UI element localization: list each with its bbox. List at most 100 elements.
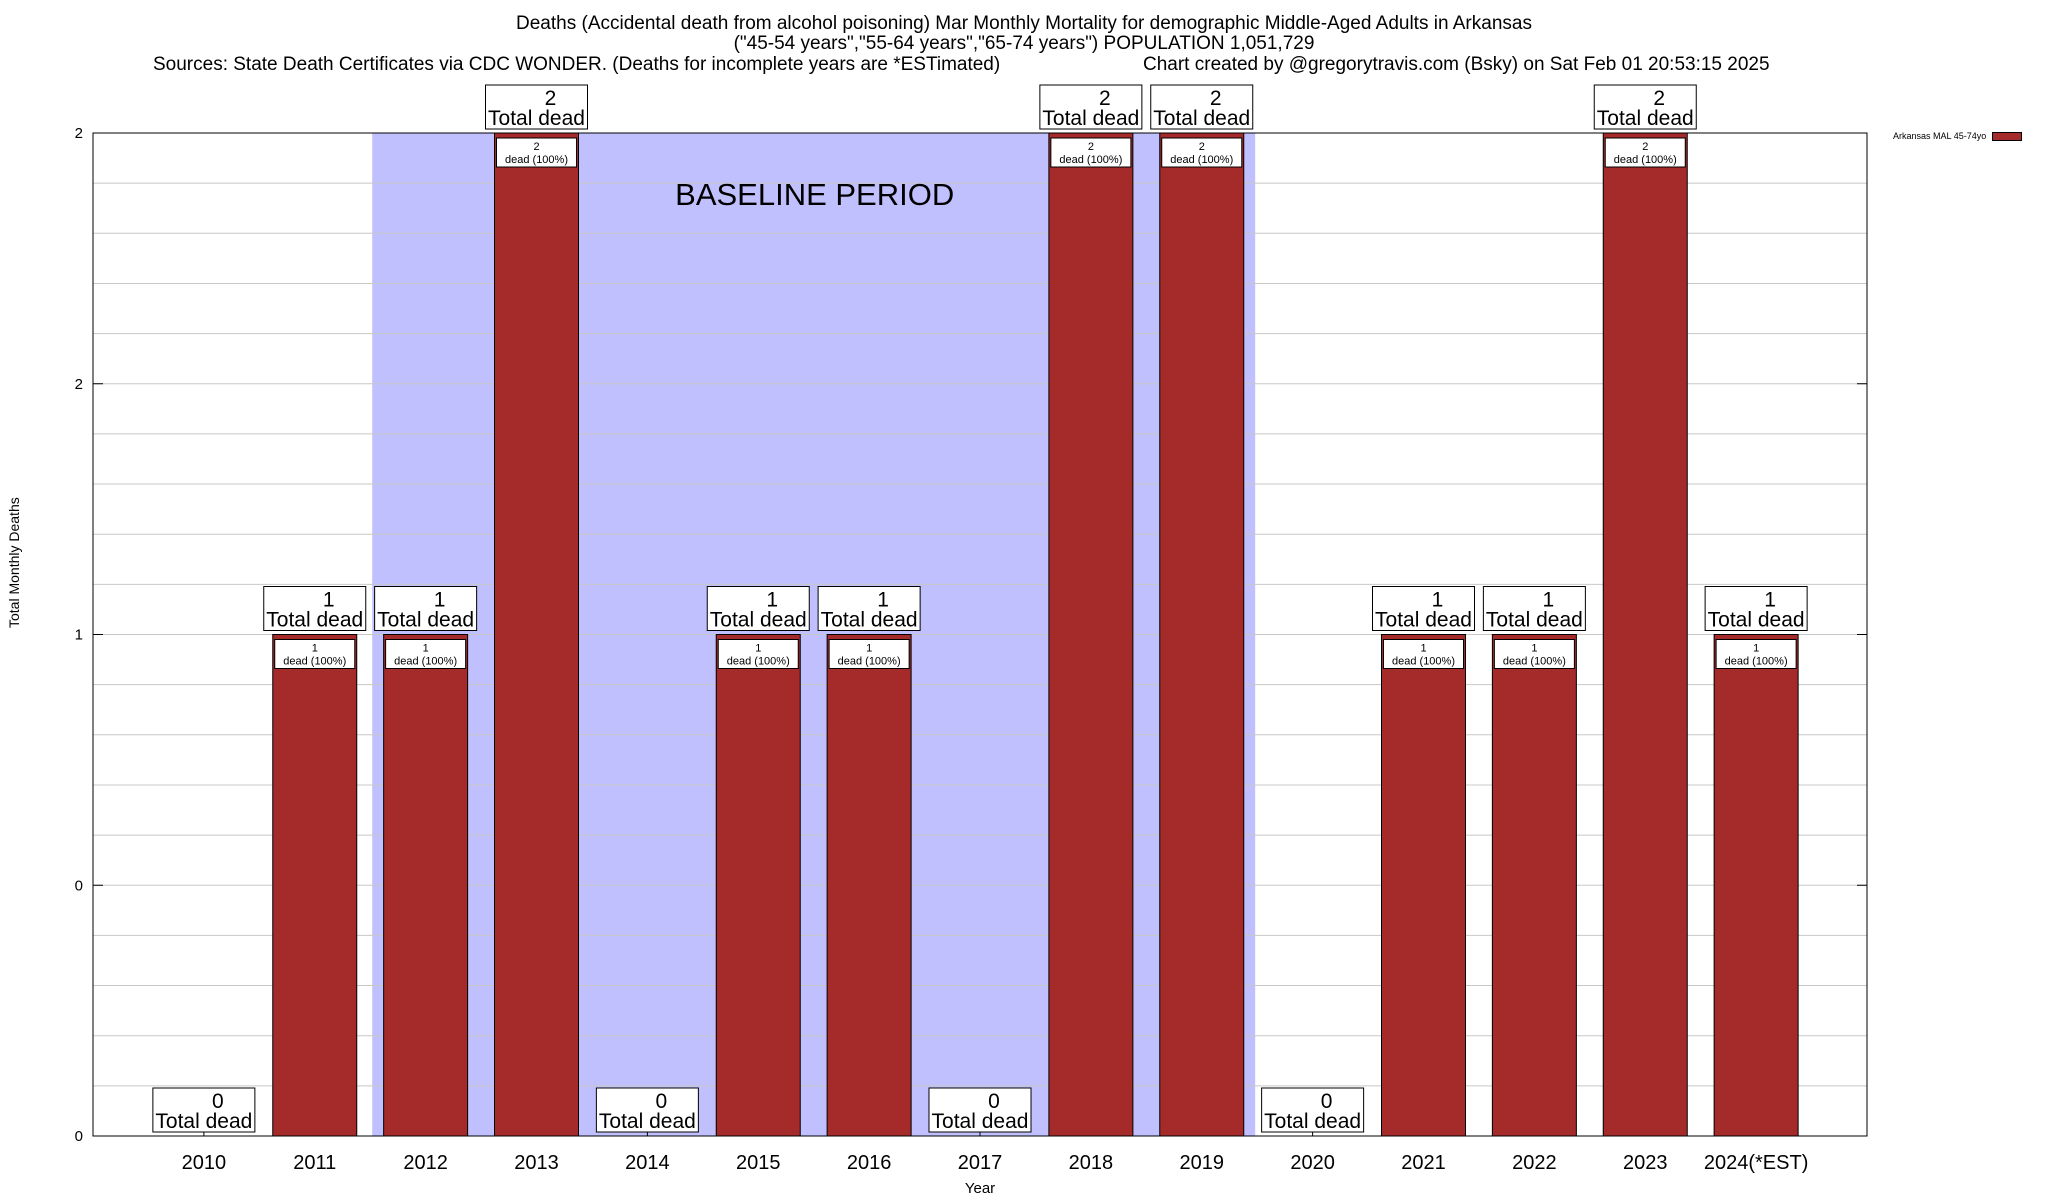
bar-inner-label: dead (100%) [838, 656, 901, 668]
total-value: 0 [212, 1090, 224, 1113]
bar [1159, 132, 1245, 1137]
y-tick-label: 0 [75, 1128, 83, 1145]
bar-inner-value: 2 [1199, 141, 1205, 153]
total-label: Total dead [599, 1110, 696, 1133]
x-tick-label: 2014 [625, 1152, 670, 1174]
total-value: 2 [1653, 87, 1665, 110]
total-label-box [152, 1087, 256, 1133]
bar [826, 634, 912, 1137]
x-tick-label: 2016 [847, 1152, 892, 1174]
bar-inner-label-box [1715, 639, 1797, 669]
total-label: Total dead [1597, 107, 1694, 130]
total-label-box [263, 586, 367, 631]
total-value: 2 [545, 87, 557, 110]
bar-inner-value: 1 [1420, 643, 1426, 655]
bar-inner-value: 1 [1753, 643, 1759, 655]
total-label: Total dead [1153, 107, 1250, 130]
bar-inner-value: 2 [1088, 141, 1094, 153]
x-tick-label: 2022 [1512, 1152, 1557, 1174]
bar-inner-label-box [385, 639, 467, 669]
total-label-box [817, 586, 921, 631]
total-label: Total dead [266, 609, 363, 632]
bar-inner-label-box [1050, 137, 1132, 168]
x-tick-label: 2011 [293, 1152, 336, 1174]
total-label: Total dead [932, 1110, 1029, 1133]
x-tick-label: 2010 [182, 1152, 227, 1174]
total-label: Total dead [1708, 609, 1805, 632]
x-tick-label: 2024(*EST) [1704, 1152, 1809, 1174]
total-value: 1 [877, 589, 889, 612]
total-label: Total dead [377, 609, 474, 632]
bar [383, 634, 469, 1137]
y-tick-label: 2 [75, 125, 83, 142]
y-tick-label: 1 [75, 627, 83, 644]
legend: Arkansas MAL 45-74yo [1893, 131, 2023, 141]
bar-inner-label-box [1493, 639, 1575, 669]
x-tick-label: 2017 [958, 1152, 1003, 1174]
bar [1491, 634, 1577, 1137]
bar [1381, 634, 1466, 1137]
chart-title-line1: Deaths (Accidental death from alcohol po… [516, 13, 1532, 34]
chart-credit: Chart created by @gregorytravis.com (Bsk… [1143, 54, 1770, 75]
bar-inner-value: 1 [423, 643, 429, 655]
y-tick-label: 0 [75, 877, 83, 894]
total-label-box [595, 1087, 699, 1133]
total-value: 0 [988, 1090, 1000, 1113]
total-label: Total dead [821, 609, 918, 632]
bar-inner-label-box [1604, 137, 1686, 168]
bar-inner-label-box [717, 639, 799, 669]
total-value: 2 [1099, 87, 1111, 110]
total-label-box [706, 586, 810, 631]
bar-inner-value: 2 [533, 141, 539, 153]
total-label-box [485, 84, 588, 130]
bar-inner-value: 1 [755, 643, 761, 655]
total-label: Total dead [1042, 107, 1139, 130]
x-tick-label: 2018 [1069, 1152, 1114, 1174]
bar-inner-label-box [274, 639, 356, 669]
y-axis-label: Total Monthly Deaths [6, 497, 22, 628]
chart-title-line2: ("45-54 years","55-64 years","65-74 year… [733, 33, 1315, 54]
total-value: 1 [766, 589, 778, 612]
bar-inner-label: dead (100%) [1503, 656, 1566, 668]
total-label-box [1593, 84, 1697, 130]
total-value: 1 [1764, 589, 1776, 612]
bar [1713, 634, 1799, 1137]
total-label: Total dead [1264, 1110, 1361, 1133]
bar [715, 634, 801, 1137]
bar-inner-label: dead (100%) [1059, 154, 1122, 166]
total-value: 1 [323, 589, 335, 612]
x-tick-label: 2012 [403, 1152, 448, 1174]
bar-inner-label: dead (100%) [505, 154, 568, 166]
bar-inner-value: 2 [1642, 141, 1648, 153]
x-tick-label: 2013 [514, 1152, 559, 1174]
chart-sources: Sources: State Death Certificates via CD… [153, 54, 1001, 75]
legend-label: Arkansas MAL 45-74yo [1893, 131, 1987, 141]
bar-inner-label: dead (100%) [727, 656, 790, 668]
bar-inner-label-box [828, 639, 910, 669]
bar-inner-label: dead (100%) [1725, 656, 1788, 668]
baseline-period-label: BASELINE PERIOD [675, 177, 954, 212]
bar-inner-label: dead (100%) [1170, 154, 1233, 166]
total-label: Total dead [1486, 609, 1583, 632]
bar-inner-label: dead (100%) [394, 656, 457, 668]
x-tick-label: 2019 [1180, 1152, 1225, 1174]
total-value: 0 [1321, 1090, 1333, 1113]
total-value: 2 [1210, 87, 1222, 110]
bar [1048, 132, 1134, 1137]
x-tick-label: 2023 [1623, 1152, 1668, 1174]
legend-swatch [1992, 131, 2023, 141]
total-label: Total dead [1375, 609, 1472, 632]
bar-inner-label: dead (100%) [1392, 656, 1455, 668]
total-label: Total dead [155, 1110, 252, 1133]
x-tick-label: 2021 [1401, 1152, 1446, 1174]
total-label: Total dead [488, 107, 585, 130]
total-value: 1 [1543, 589, 1555, 612]
total-value: 0 [656, 1090, 668, 1113]
plot-frame [92, 132, 1868, 1137]
bar-inner-label-box [1383, 639, 1464, 669]
total-label-box [928, 1087, 1032, 1133]
total-label-box [1261, 1087, 1365, 1133]
bar-inner-label-box [1161, 137, 1243, 168]
total-label-box [1150, 84, 1254, 130]
